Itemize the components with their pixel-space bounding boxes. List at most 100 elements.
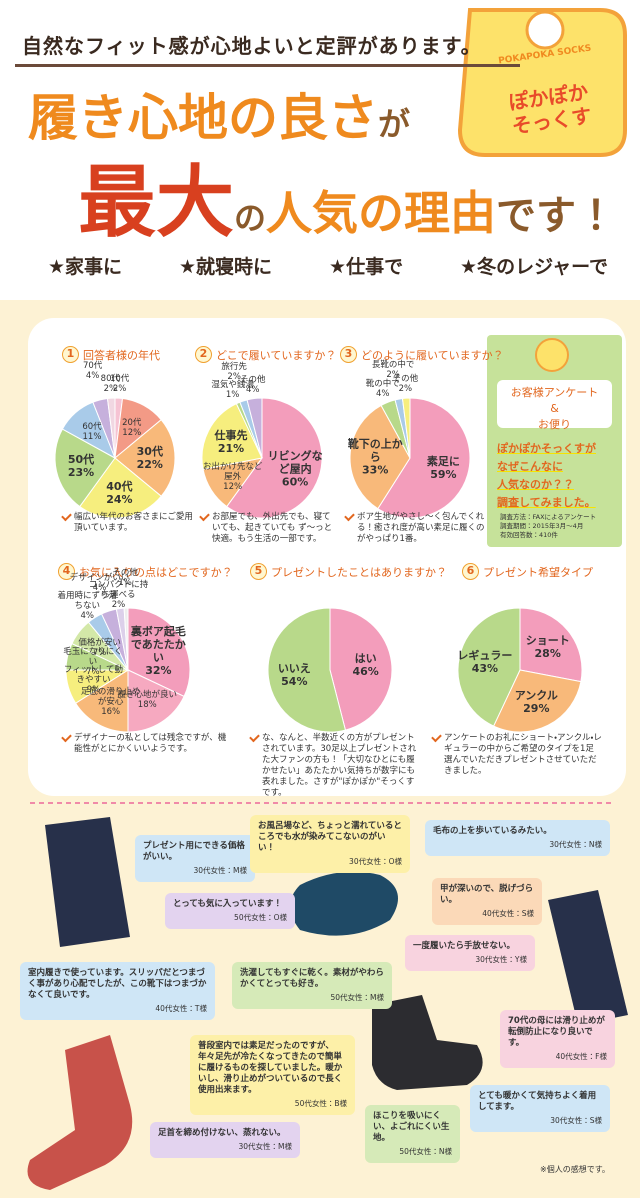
headline-part: 人気の理由: [266, 186, 497, 240]
line: &: [550, 402, 559, 415]
testimonial-author: 50代女性：N様: [399, 1147, 452, 1156]
testimonial-text: 足首を締め付けない、蒸れない。: [158, 1128, 286, 1138]
slice-name: 着用時にずり落ちない: [57, 590, 118, 611]
slice-label: 湿気や銭湯 1%: [211, 380, 254, 400]
sock-illustration: [27, 1035, 133, 1190]
pie-title: 6 プレゼント希望タイプ: [462, 563, 593, 580]
testimonial-text: とても暖かくて気持ちよく着用してます。: [478, 1091, 597, 1112]
testimonial-author: 30代女性：S様: [550, 1116, 602, 1125]
pie-slice: [401, 397, 411, 459]
slice-value: 2%: [386, 369, 400, 380]
slice-label: 長靴の中で 2%: [372, 360, 415, 380]
slice-name: レギュラー: [457, 649, 513, 663]
slice-value: 54%: [281, 674, 308, 688]
slice-value: 22%: [136, 458, 163, 471]
slice-name: 靴の中で: [365, 379, 400, 390]
slice-name: フィットして動きやすい: [63, 665, 123, 686]
pie-note: デザイナーの私としては残念ですが、機能性がとにかくいいようです。: [62, 733, 232, 755]
slice-value: 2%: [111, 599, 126, 610]
sock-illustration: [372, 995, 483, 1090]
testimonial-author: 50代女性：M様: [330, 993, 384, 1002]
slice-label: 着用時にずり落ちない 4%: [56, 591, 118, 621]
pie-slice: [106, 397, 116, 459]
slice-value: 46%: [352, 665, 379, 679]
slice-label: 60代 11%: [82, 422, 101, 442]
slice-name: 湿気や銭湯: [211, 380, 254, 391]
pie-title: 2 どこで履いていますか？: [195, 346, 336, 363]
slice-name: 靴下の上から: [347, 437, 403, 464]
slice-label: フィットして動きやすい 9%: [62, 665, 124, 695]
pie-number: 4: [58, 563, 75, 580]
pie-number: 2: [195, 346, 212, 363]
line: なぜこんなに: [497, 460, 563, 473]
testimonial: お風呂場など、ちょっと濡れているところでも水が染みてこないのがいい！ 30代女性：…: [250, 815, 410, 873]
slice-name: 50代: [67, 452, 95, 466]
slice-value: 16%: [101, 706, 121, 717]
testimonial: 一度履いたら手放せない。 30代女性：Y様: [405, 935, 535, 971]
slice-name: その他: [239, 374, 266, 385]
slice-value: 4%: [375, 389, 390, 400]
slice-label: レギュラー 43%: [457, 649, 512, 675]
use: ★就寝時に: [179, 256, 273, 278]
testimonial: とても暖かくて気持ちよく着用してます。 30代女性：S様: [470, 1085, 610, 1132]
testimonial-author: 30代女性：M様: [193, 866, 247, 875]
slice-name: 素足に: [426, 454, 460, 468]
slice-label: 70代 4%: [83, 361, 102, 381]
slice-value: 28%: [534, 647, 561, 661]
testimonial: 毛布の上を歩いているみたい。 30代女性：N様: [425, 820, 610, 856]
slice-label: コンパクトに持ち運べる 2%: [87, 580, 149, 610]
testimonial: 70代の母には滑り止めが転倒防止になり良いです。 40代女性：F様: [500, 1010, 615, 1068]
slice-name: 40代: [106, 479, 133, 493]
line: 有効回答数：410件: [500, 531, 558, 539]
slice-label: 30代 22%: [137, 445, 163, 471]
slice-label: ショート 28%: [526, 634, 570, 660]
slice-value: 1%: [225, 390, 240, 401]
line: お客様アンケート: [510, 386, 599, 399]
use: ★仕事で: [329, 256, 404, 278]
pie-slice: [492, 669, 582, 733]
slice-name: 履き心地が良い: [117, 690, 178, 701]
pie-number: 5: [250, 563, 267, 580]
line: 調査期間：2015年3月〜4月: [500, 522, 584, 530]
slice-value: 60%: [281, 475, 309, 489]
pie-slice: [54, 428, 116, 508]
testimonial-author: 50代女性：B様: [294, 1099, 347, 1108]
line: 調査方法：FAXによるアンケート: [500, 513, 597, 521]
pie-title-text: お気に入りの点はどこですか？: [79, 565, 233, 579]
slice-name: その他: [392, 374, 419, 385]
line: お便り: [538, 418, 571, 431]
pie-slice: [74, 669, 129, 733]
testimonial: 普段室内では素足だったのですが、年々足先が冷たくなってきたので簡単に履けるものを…: [190, 1035, 355, 1115]
headline-part: 履き心地の良さ: [28, 88, 378, 147]
slice-value: 1%: [118, 578, 132, 589]
slice-name: コンパクトに持ち運べる: [88, 579, 149, 600]
testimonial-text: 毛布の上を歩いているみたい。: [433, 826, 552, 836]
slice-label: その他 4%: [240, 375, 266, 395]
slice-value: 29%: [523, 702, 550, 716]
pie-slice: [267, 607, 347, 733]
testimonial-text: 普段室内では素足だったのですが、年々足先が冷たくなってきたので簡単に履けるものを…: [198, 1041, 343, 1095]
slice-name: 80代: [100, 374, 121, 385]
slice-name: 足底の滑り止めが安心: [80, 686, 141, 707]
slice-value: 21%: [217, 442, 245, 456]
logo-badge: [457, 8, 627, 157]
slice-name: 20代: [122, 417, 142, 428]
pie-number: 6: [462, 563, 479, 580]
slice-label: いいえ 54%: [278, 662, 311, 688]
testimonial-author: 40代女性：T様: [155, 1004, 207, 1013]
slice-name: 60代: [82, 421, 102, 432]
slice-label: 裏ボア起毛であたたかい 32%: [127, 625, 189, 677]
testimonial-text: 70代の母には滑り止めが転倒防止になり良いです。: [508, 1016, 605, 1048]
slice-label: お出かけ先など屋外 12%: [202, 462, 264, 492]
slice-name: ショート: [525, 634, 570, 648]
slice-label: はい 46%: [353, 652, 379, 678]
survey-icon: [535, 338, 569, 372]
slice-value: 4%: [85, 370, 100, 381]
slice-value: 4%: [245, 384, 260, 395]
uses: ★家事に ★就寝時に ★仕事で ★冬のレジャーで: [48, 252, 608, 279]
slice-value: 2%: [103, 384, 118, 395]
testimonial-text: 室内履きで使っています。スリッパだとつまづく事があり心配でしたが、この靴下はつま…: [28, 968, 207, 1000]
testimonial-author: 50代女性：O様: [234, 913, 287, 922]
slice-label: 仕事先 21%: [214, 429, 247, 455]
